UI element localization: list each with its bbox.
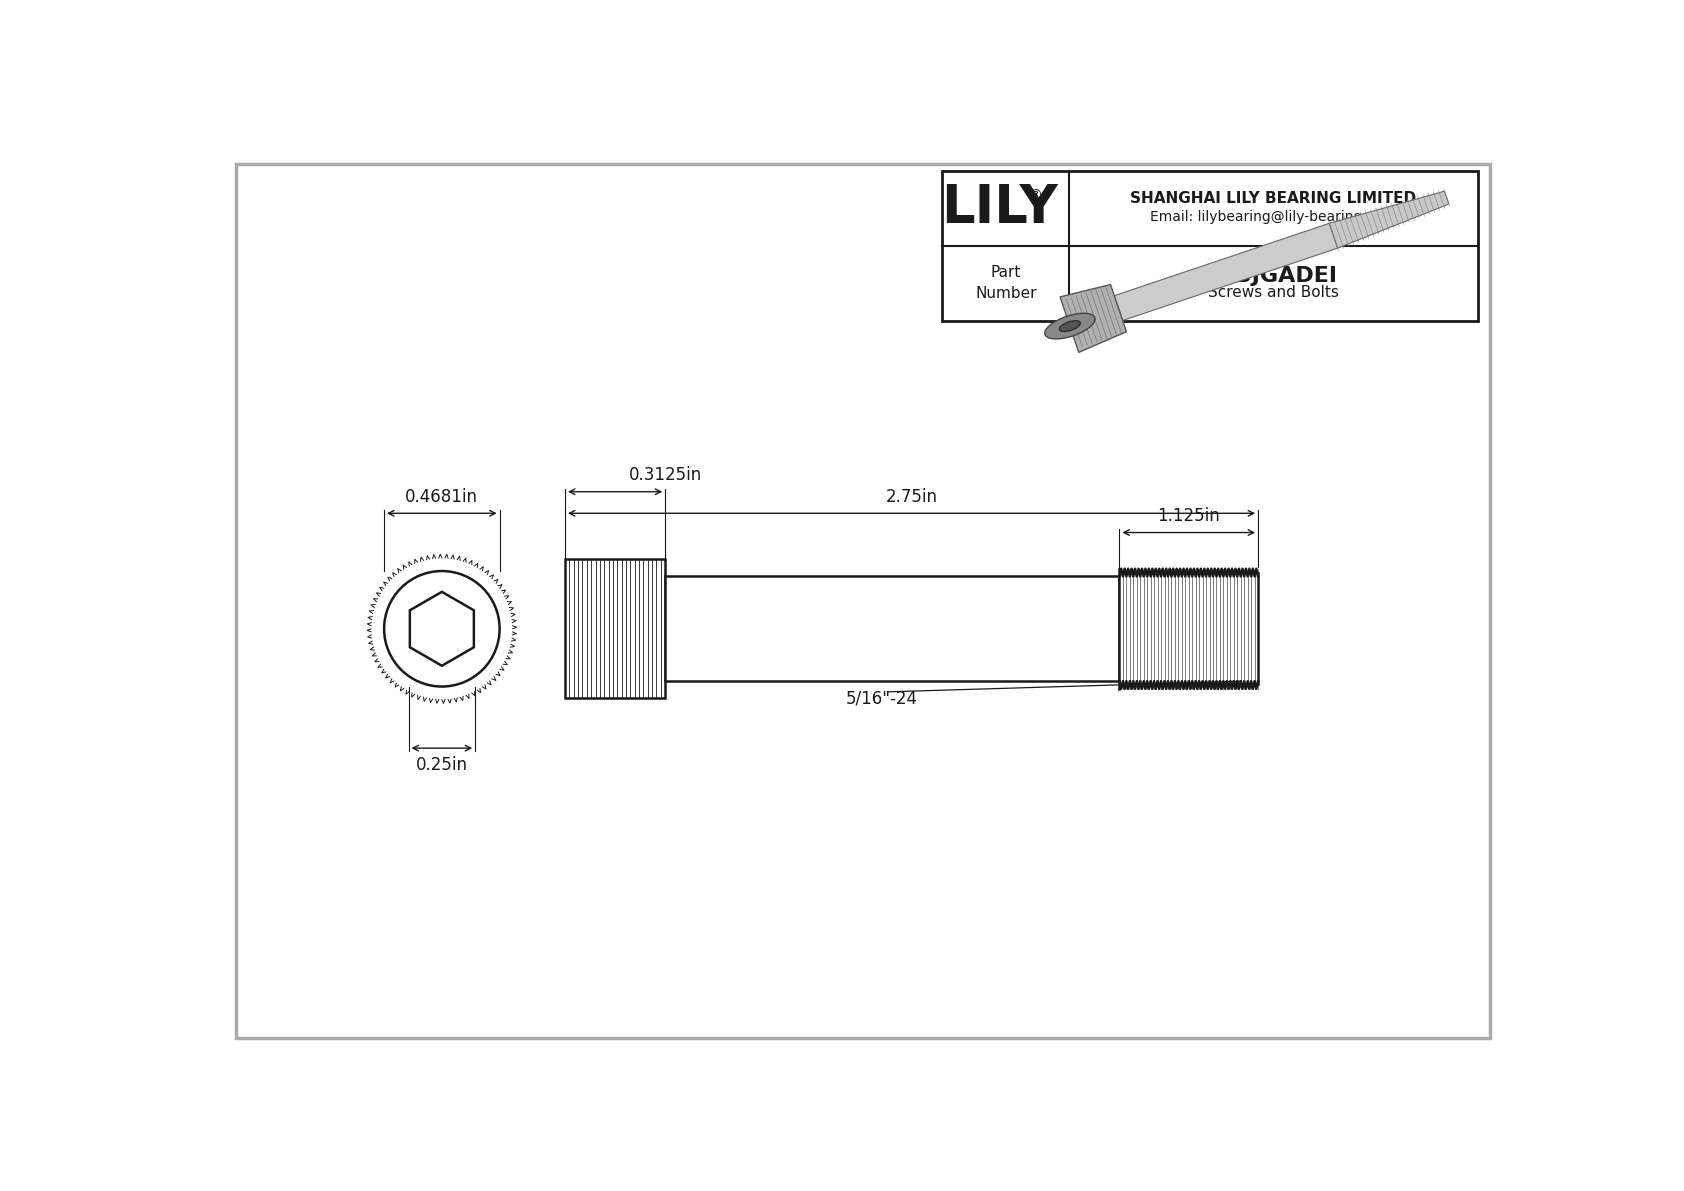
Circle shape — [384, 570, 500, 686]
Polygon shape — [409, 592, 473, 666]
Text: JCBJGADEI: JCBJGADEI — [1211, 266, 1337, 286]
Text: 5/16"-24: 5/16"-24 — [845, 690, 918, 707]
Text: 0.25in: 0.25in — [416, 756, 468, 774]
Text: Screws and Bolts: Screws and Bolts — [1207, 285, 1339, 300]
Bar — [1120, 567, 1260, 691]
Text: ®: ® — [1029, 189, 1042, 202]
Bar — [566, 560, 665, 698]
Text: LILY: LILY — [941, 182, 1058, 235]
Ellipse shape — [1059, 320, 1081, 331]
Text: 0.4681in: 0.4681in — [406, 487, 478, 506]
Text: Email: lilybearing@lily-bearing.com: Email: lilybearing@lily-bearing.com — [1150, 211, 1396, 224]
Text: 2.75in: 2.75in — [886, 487, 938, 506]
Text: SHANGHAI LILY BEARING LIMITED: SHANGHAI LILY BEARING LIMITED — [1130, 192, 1416, 206]
Bar — [943, 170, 1477, 320]
Polygon shape — [1115, 223, 1337, 320]
Text: 0.3125in: 0.3125in — [628, 466, 702, 484]
Polygon shape — [1329, 192, 1448, 248]
Polygon shape — [1059, 285, 1127, 353]
Ellipse shape — [1044, 313, 1095, 339]
Text: 1.125in: 1.125in — [1157, 507, 1221, 525]
Bar — [665, 576, 1120, 681]
Text: Part
Number: Part Number — [975, 266, 1037, 301]
